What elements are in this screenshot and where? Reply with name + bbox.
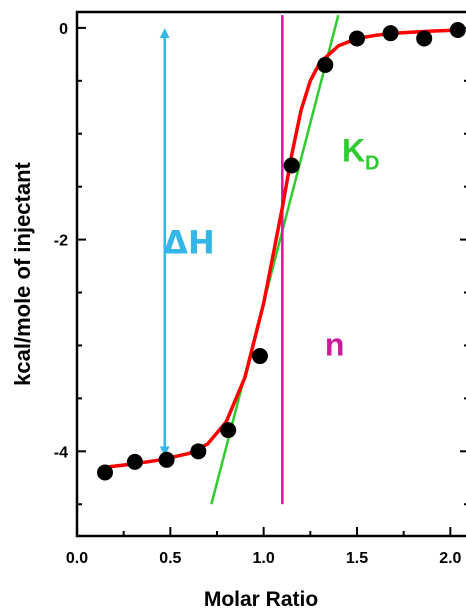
data-point: [349, 30, 365, 47]
delta-h-label: ΔH: [163, 224, 215, 262]
data-point: [190, 443, 207, 460]
data-point: [126, 453, 143, 470]
data-point: [251, 348, 268, 365]
data-points: [97, 21, 466, 481]
kd-label: KD: [342, 133, 380, 175]
data-point: [220, 422, 237, 439]
x-axis-ticks: 0.0 0.5 1.0 1.5 2.0: [66, 527, 462, 567]
kd-label-main: K: [342, 133, 365, 169]
plot-frame: [75, 10, 466, 538]
data-point: [382, 25, 399, 42]
kd-tangent-line: [210, 14, 340, 505]
x-tick-label: 1.5: [346, 550, 368, 567]
kd-label-subscript: D: [365, 153, 379, 175]
x-tick-label: 0.0: [66, 550, 88, 567]
data-point: [158, 451, 175, 468]
y-tick-label: -4: [54, 444, 68, 461]
data-point: [416, 30, 433, 47]
x-tick-label: 2.0: [439, 550, 461, 567]
n-label: n: [325, 326, 345, 362]
data-point: [97, 464, 113, 481]
data-point: [283, 157, 300, 174]
y-axis-ticks: 0 -2 -4: [54, 21, 466, 506]
y-axis-label: kcal/mole of injectant: [10, 161, 35, 385]
y-tick-label: -2: [54, 233, 68, 250]
y-tick-label: 0: [59, 21, 68, 38]
data-point: [449, 21, 466, 38]
data-point: [317, 56, 334, 73]
x-axis-label: Molar Ratio: [204, 588, 318, 611]
x-tick-label: 1.0: [253, 550, 275, 567]
x-tick-label: 0.5: [159, 550, 181, 567]
